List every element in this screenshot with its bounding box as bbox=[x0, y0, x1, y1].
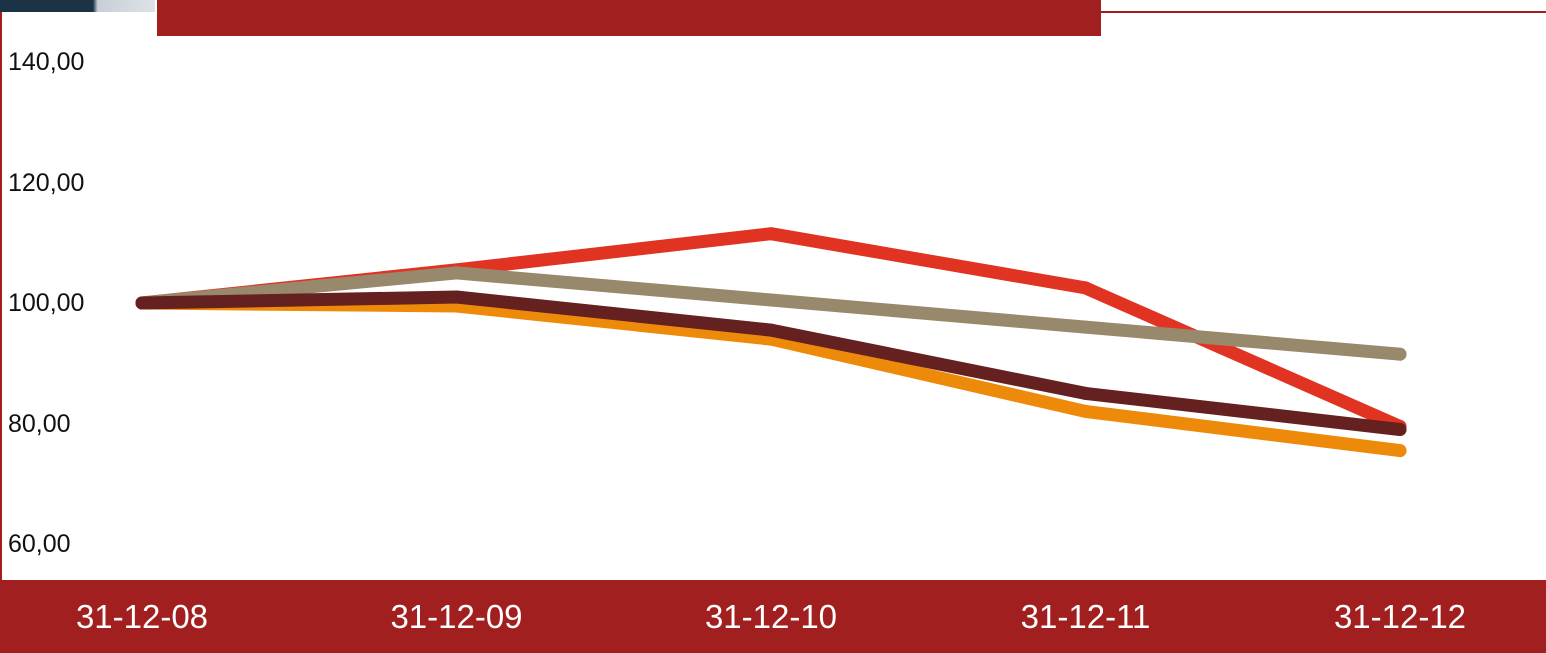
y-tick-label: 120,00 bbox=[8, 168, 85, 197]
x-tick-label: 31-12-12 bbox=[1333, 598, 1467, 635]
series-2-point bbox=[1393, 444, 1407, 458]
x-tick-label: 31-12-10 bbox=[704, 598, 838, 635]
series-1-point bbox=[1079, 281, 1092, 295]
y-tick-label: 60,00 bbox=[8, 530, 71, 558]
corner-tab bbox=[0, 0, 155, 12]
series-1-point bbox=[764, 227, 778, 241]
x-tick-label: 31-12-09 bbox=[390, 598, 523, 635]
series-3-point bbox=[1393, 347, 1407, 361]
title-bar bbox=[157, 0, 1101, 36]
series-4-point bbox=[135, 296, 149, 310]
y-tick-label: 80,00 bbox=[8, 409, 71, 438]
series-line-4 bbox=[135, 290, 1407, 436]
series-4-point bbox=[1079, 386, 1092, 400]
series-3-point bbox=[1079, 320, 1092, 334]
x-tick-label: 31-12-11 bbox=[1020, 598, 1151, 635]
x-axis-band bbox=[0, 580, 1546, 653]
series-3-point bbox=[764, 293, 778, 307]
series-4-point bbox=[450, 290, 463, 304]
y-tick-label: 100,00 bbox=[8, 289, 85, 317]
top-rule bbox=[1101, 11, 1546, 13]
series-2-point bbox=[1079, 404, 1092, 418]
series-4-point bbox=[1393, 423, 1407, 436]
x-tick-label: 31-12-08 bbox=[75, 598, 209, 635]
series-4-point bbox=[764, 323, 778, 337]
series-3-point bbox=[450, 266, 463, 280]
left-rule bbox=[0, 12, 2, 580]
y-tick-label: 140,00 bbox=[8, 48, 85, 76]
